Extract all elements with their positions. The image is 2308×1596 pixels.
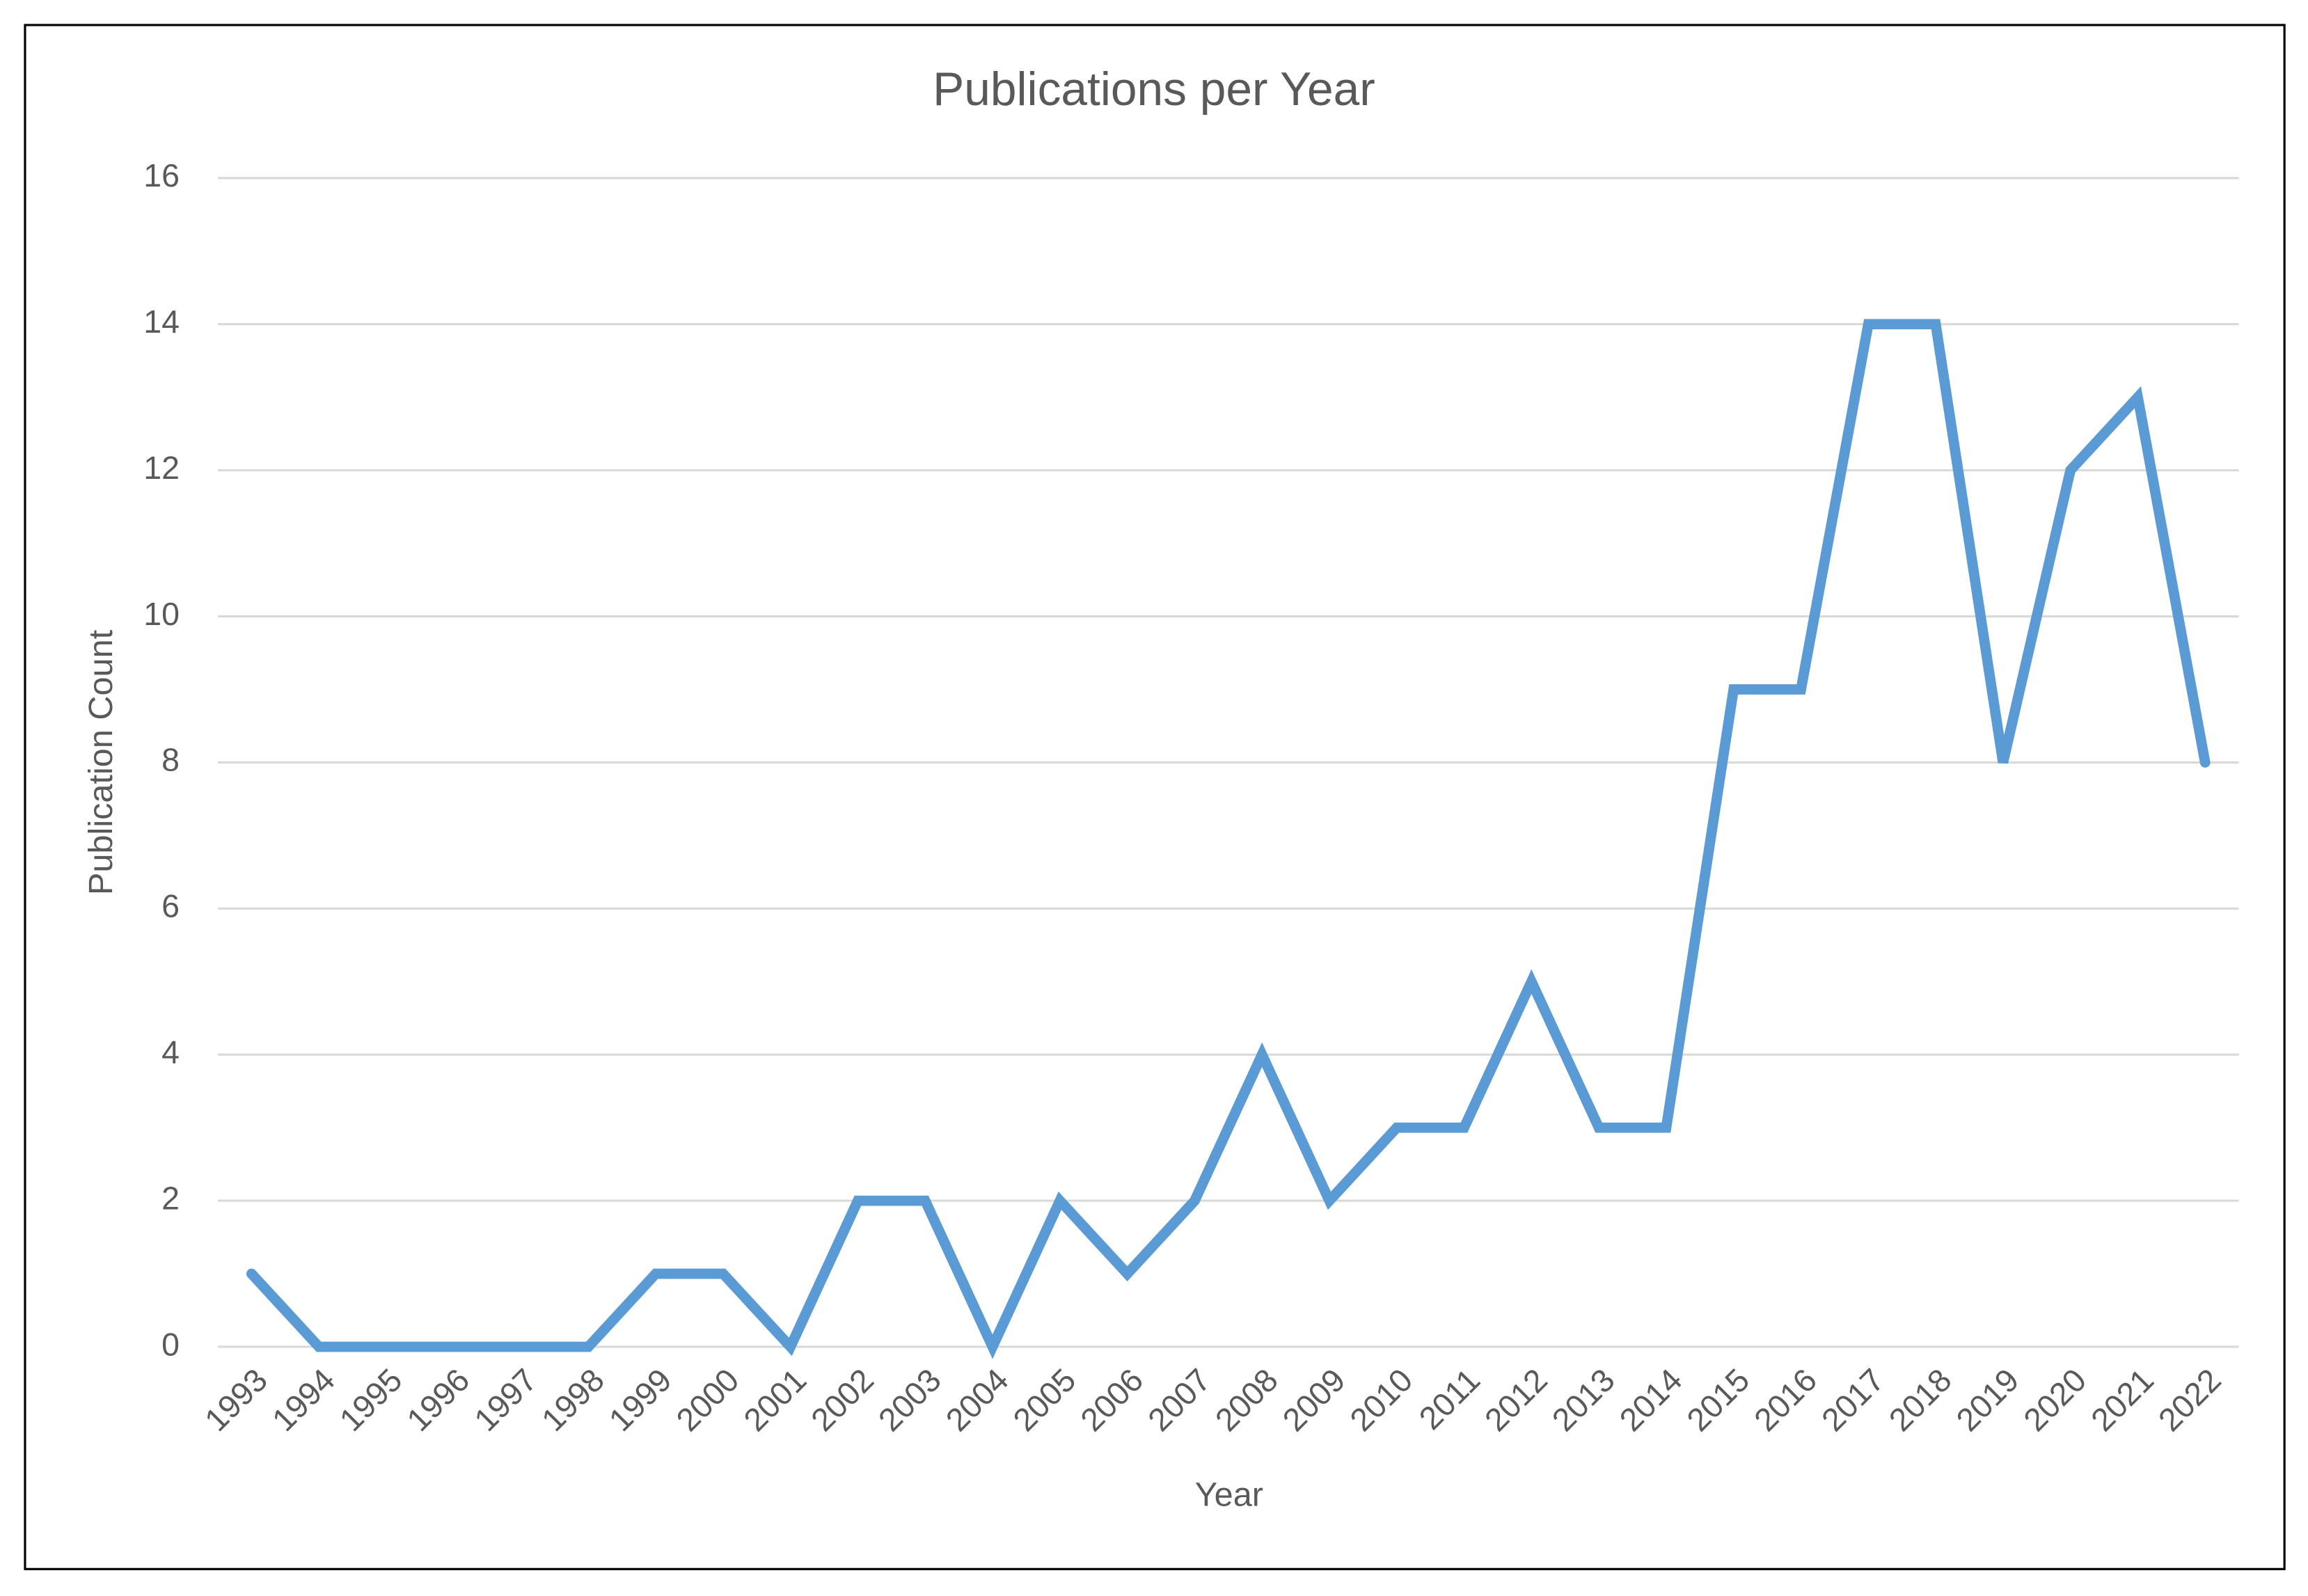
y-tick-label: 0 xyxy=(161,1326,180,1362)
y-tick-label: 6 xyxy=(161,888,180,924)
chart-border xyxy=(24,24,2286,1570)
y-tick-label: 14 xyxy=(143,303,180,340)
y-tick-label: 2 xyxy=(161,1180,180,1216)
y-tick-label: 12 xyxy=(143,450,180,486)
y-tick-label: 8 xyxy=(161,742,180,778)
y-axis-title: Publication Count xyxy=(82,629,120,895)
y-tick-label: 4 xyxy=(161,1034,180,1070)
y-tick-label: 16 xyxy=(143,157,180,193)
chart-title: Publications per Year xyxy=(933,63,1375,116)
data-line xyxy=(246,319,2211,1359)
y-tick-label: 10 xyxy=(143,596,180,632)
x-axis-title: Year xyxy=(1195,1476,1263,1514)
